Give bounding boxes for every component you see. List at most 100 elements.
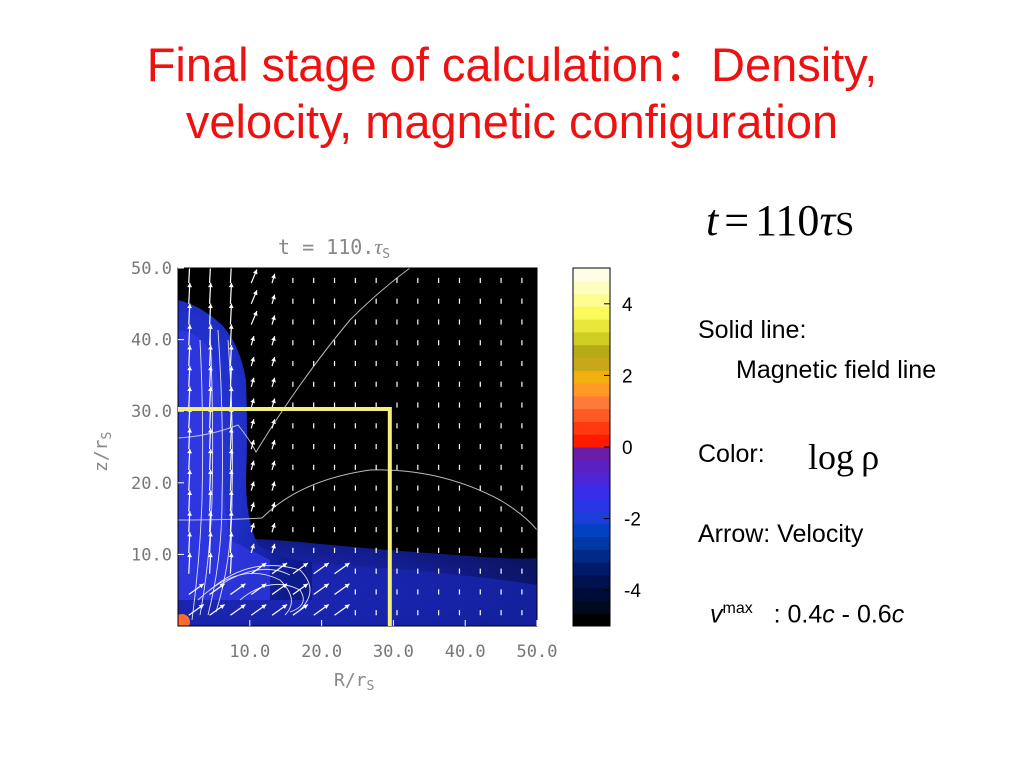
- velocity-arrowhead: [250, 439, 255, 445]
- colorbar-segment: [573, 421, 610, 435]
- vmax-dash: - 0.6: [834, 600, 892, 629]
- velocity-arrowhead: [282, 562, 288, 568]
- velocity-arrowhead: [208, 324, 213, 329]
- colorbar-tick-label: 4: [622, 295, 633, 316]
- x-tick-label: 10.0: [229, 642, 270, 662]
- color-formula: log ρ: [808, 437, 880, 477]
- colorbar-segment: [573, 459, 610, 474]
- field-line-lower: [178, 469, 537, 531]
- jet-core-region: [178, 330, 270, 600]
- velocity-arrowhead: [187, 303, 192, 309]
- velocity-arrowhead: [208, 490, 213, 495]
- velocity-arrowhead: [208, 428, 213, 433]
- velocity-arrowhead: [228, 490, 234, 495]
- magnetic-field-lines: [178, 268, 537, 531]
- y-axis-label: z/rS: [91, 432, 115, 472]
- velocity-arrowhead: [323, 604, 329, 610]
- colorbar-segment: [573, 536, 610, 550]
- velocity-arrowhead: [208, 386, 213, 392]
- velocity-arrowhead: [187, 511, 192, 516]
- formula-sub: S: [835, 206, 855, 243]
- colorbar-segment: [573, 344, 610, 358]
- slide-title-line-2: velocity, magnetic configuration: [185, 95, 839, 148]
- colorbar-segment: [573, 357, 610, 371]
- velocity-arrowhead: [228, 324, 234, 329]
- colorbar-segment: [573, 268, 610, 282]
- velocity-arrowhead: [240, 604, 246, 610]
- solid-line-label: Solid line:: [698, 316, 807, 344]
- velocity-arrowhead: [208, 345, 213, 350]
- velocity-arrowhead: [187, 282, 192, 288]
- velocity-arrowhead: [271, 523, 276, 528]
- velocity-arrowhead: [250, 481, 255, 487]
- velocity-arrowhead: [208, 303, 213, 309]
- y-tick-label: 20.0: [131, 474, 172, 494]
- y-tick-label: 10.0: [131, 545, 172, 565]
- y-axis-label-text: z/r: [91, 439, 112, 472]
- velocity-arrowhead: [187, 345, 192, 350]
- colorbar: [573, 268, 610, 627]
- velocity-arrowhead: [208, 448, 213, 454]
- velocity-arrowhead: [228, 511, 234, 516]
- velocity-arrowhead: [228, 282, 234, 288]
- colorbar-segment: [573, 510, 610, 525]
- velocity-arrowhead: [228, 386, 234, 392]
- velocity-arrowhead: [271, 356, 276, 362]
- velocity-arrowhead: [323, 562, 329, 568]
- origin-hot-spot: [178, 614, 190, 626]
- velocity-arrow: [188, 268, 191, 284]
- velocity-arrowhead: [187, 469, 192, 475]
- colorbar-tick-label: -4: [624, 581, 641, 602]
- velocity-arrowhead: [271, 398, 276, 404]
- vmax-sup: max: [722, 600, 753, 617]
- y-tick-label: 40.0: [131, 331, 172, 351]
- highlight-box: [178, 407, 392, 626]
- velocity-arrowhead: [271, 294, 276, 300]
- colorbar-tick-label: 0: [622, 438, 633, 459]
- colorbar-segment: [573, 574, 610, 589]
- y-tick-label: 30.0: [131, 402, 172, 422]
- velocity-arrowhead: [208, 282, 213, 288]
- colorbar-segment: [573, 319, 610, 333]
- colorbar-segment: [573, 293, 610, 307]
- velocity-arrowhead: [219, 583, 225, 589]
- colorbar-segment: [573, 613, 610, 627]
- velocity-arrowhead: [198, 604, 204, 610]
- x-tick-label: 40.0: [445, 642, 486, 662]
- color-label: Color:: [698, 440, 765, 468]
- slide-title-line-1: Final stage of calculation：Density,: [146, 38, 878, 91]
- velocity-arrowhead: [228, 448, 234, 454]
- colorbar-segment: [573, 434, 610, 448]
- velocity-arrowhead: [271, 336, 276, 342]
- velocity-arrowhead: [250, 356, 255, 362]
- velocity-arrowhead: [250, 502, 255, 508]
- velocity-arrowhead: [271, 543, 276, 549]
- time-formula: t = 110τS: [706, 195, 854, 246]
- colorbar-segment: [573, 447, 610, 461]
- plot-title-prefix: t = 110.: [278, 235, 374, 259]
- velocity-arrowhead: [344, 562, 350, 568]
- x-tick-label: 50.0: [517, 642, 558, 662]
- velocity-arrowhead: [271, 439, 276, 445]
- velocity-arrowhead: [187, 262, 192, 267]
- y-axis: 10.0 20.0 30.0 40.0 50.0: [131, 259, 184, 565]
- velocity-arrowhead: [344, 604, 350, 610]
- colorbar-segment: [573, 408, 610, 422]
- velocity-arrowhead: [344, 583, 350, 589]
- velocity-arrowhead: [187, 448, 192, 454]
- velocity-arrowhead: [271, 460, 276, 466]
- velocity-arrowhead: [250, 419, 255, 425]
- plot-area: [178, 262, 537, 626]
- colorbar-segment: [573, 523, 610, 537]
- velocity-arrowhead: [187, 490, 192, 495]
- colorbar-segment: [573, 280, 610, 295]
- velocity-arrowhead: [187, 552, 192, 558]
- plot-title: t = 110.τS: [278, 234, 390, 262]
- colorbar-segment: [573, 562, 610, 576]
- velocity-arrowhead: [228, 365, 234, 371]
- vmax-colon: : 0.4: [773, 600, 823, 629]
- colorbar-segment: [573, 472, 610, 486]
- x-axis: 10.0 20.0 30.0 40.0 50.0: [229, 620, 557, 662]
- colorbar-segment: [573, 331, 610, 346]
